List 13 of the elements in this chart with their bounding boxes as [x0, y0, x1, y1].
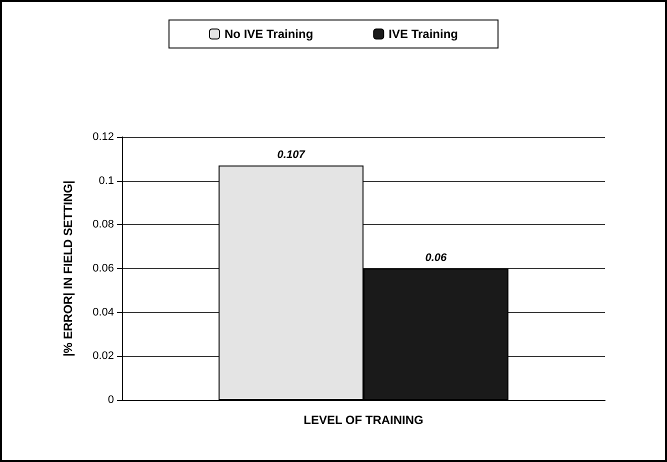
- y-tick-label: 0.06: [92, 262, 114, 274]
- y-tick-label: 0.04: [92, 306, 114, 318]
- y-tick-label: 0.1: [98, 174, 114, 187]
- legend-label: IVE Training: [388, 27, 458, 41]
- y-tick-label: 0.08: [92, 218, 114, 231]
- legend-label: No IVE Training: [224, 27, 314, 41]
- data-label: 0.107: [277, 148, 306, 161]
- y-axis-title: |% ERROR| IN FIELD SETTING|: [61, 180, 75, 357]
- y-tick-label: 0.02: [92, 350, 114, 362]
- x-axis-title: LEVEL OF TRAINING: [304, 413, 424, 427]
- y-tick-label: 0.12: [92, 131, 114, 143]
- y-tick-label: 0: [108, 394, 114, 406]
- data-label: 0.06: [425, 252, 448, 264]
